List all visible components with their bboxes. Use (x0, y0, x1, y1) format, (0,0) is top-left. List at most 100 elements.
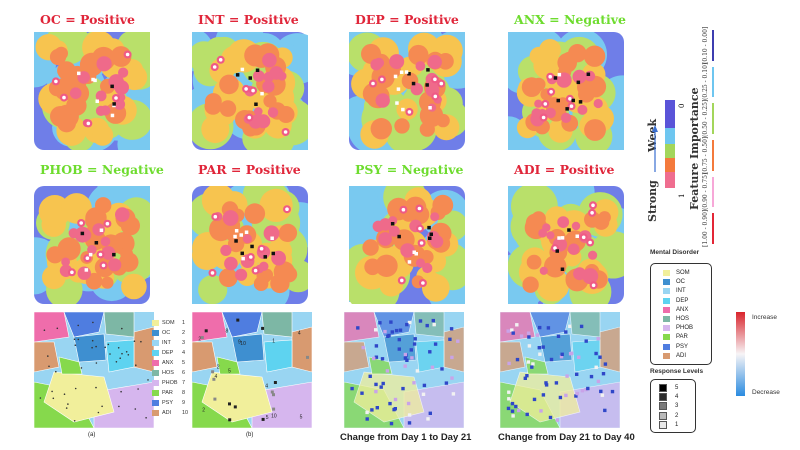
panel-a-legend-row: PHOB 7 (152, 378, 192, 388)
feature-importance-title: Feature Importance (688, 87, 701, 210)
caption-b: (b) (246, 432, 254, 438)
svg-text:5: 5 (300, 415, 303, 421)
fi-bin-label: (0.10 - 0.00] (702, 26, 709, 64)
legend-num: 9 (182, 400, 186, 406)
scale-tick-0: 0 (678, 103, 686, 108)
disorder-code: PHOB (676, 325, 694, 332)
disorder-swatch (663, 343, 670, 350)
response-swatch (659, 393, 667, 402)
svg-text:5: 5 (228, 369, 231, 375)
panel-a-legend-row: OC 2 (152, 328, 192, 338)
disorder-code: OC (676, 279, 685, 286)
fi-bin-label: [1.00 - 0.90] (702, 209, 709, 247)
disorder-swatch (663, 279, 670, 286)
region-map-4 (500, 312, 620, 428)
disorder-swatch (663, 297, 670, 304)
legend-code: OC (162, 330, 171, 336)
panel-title-psy: PSY = Negative (355, 162, 464, 177)
legend-num: 5 (182, 360, 186, 366)
disorder-code: DEP (676, 297, 689, 304)
svg-text:10: 10 (271, 414, 277, 420)
legend-swatch (152, 330, 159, 336)
svg-text:4: 4 (215, 374, 218, 380)
disorder-oc: OC (663, 279, 685, 286)
panel-a-legend-row: INT 3 (152, 338, 192, 348)
disorder-psy: PSY (663, 343, 689, 350)
disorder-dep: DEP (663, 297, 689, 304)
disorder-code: HOS (676, 316, 690, 322)
disorder-par: PAR (663, 334, 688, 341)
decrease-label: Decrease (752, 389, 780, 396)
mental-disorder-legend: SOM OC INT DEP ANX HOS PHOB PAR PSY ADI (650, 263, 712, 365)
legend-num: 2 (182, 330, 186, 336)
response-level-label: 2 (675, 412, 679, 419)
disorder-swatch (663, 288, 670, 295)
mental-disorder-title: Mental Disorder (650, 249, 700, 256)
disorder-code: PSY (676, 343, 689, 350)
arrow-icon (652, 125, 658, 172)
legend-code: SOM (162, 320, 175, 326)
fi-bin-label: (0.25 - 0.10] (702, 63, 709, 101)
fi-bin-bar (712, 103, 714, 134)
legend-code: PSY (162, 400, 174, 406)
svg-text:2: 2 (198, 336, 201, 342)
svg-text:4: 4 (298, 330, 301, 336)
strength-bar (665, 100, 675, 188)
svg-text:9: 9 (238, 339, 241, 345)
response-level-3: 3 (659, 402, 679, 411)
fi-bin-bar (712, 30, 714, 61)
disorder-code: ADI (676, 352, 687, 359)
legend-num: 7 (182, 380, 186, 386)
legend-code: ADI (162, 410, 172, 416)
disorder-code: INT (676, 288, 686, 295)
legend-num: 8 (182, 390, 186, 396)
response-level-1: 1 (659, 420, 679, 429)
caption-change-1-21: Change from Day 1 to Day 21 (340, 432, 472, 443)
fi-bin-bar (712, 213, 714, 244)
svg-text:8: 8 (226, 328, 229, 334)
panel-title-phob: PHOB = Negative (40, 162, 164, 177)
response-level-label: 1 (675, 421, 679, 428)
heatmap-adi (508, 186, 624, 304)
disorder-adi: ADI (663, 352, 687, 359)
disorder-swatch (663, 316, 670, 322)
response-swatch (659, 411, 667, 420)
svg-text:4: 4 (265, 383, 268, 389)
heatmap-oc (34, 32, 150, 150)
legend-code: DEP (162, 350, 174, 356)
fi-bin-label: (0.75 - 0.50] (702, 136, 709, 174)
response-swatch (659, 384, 667, 392)
legend-num: 3 (182, 340, 186, 346)
panel-a-legend-row: HOS 6 (152, 368, 192, 378)
svg-text:2: 2 (217, 364, 220, 370)
panel-title-oc: OC = Positive (40, 12, 135, 27)
disorder-swatch (663, 325, 670, 332)
legend-num: 1 (182, 320, 186, 326)
scale-tick-1: 1 (678, 193, 686, 198)
panel-a-legend-row: DEP 4 (152, 348, 192, 358)
response-level-label: 3 (675, 403, 679, 410)
legend-code: HOS (162, 370, 174, 376)
panel-title-int: INT = Positive (198, 12, 299, 27)
panel-title-dep: DEP = Positive (355, 12, 459, 27)
disorder-phob: PHOB (663, 325, 694, 332)
disorder-swatch (663, 270, 670, 276)
response-levels-title: Response Levels (650, 368, 704, 375)
disorder-som: SOM (663, 270, 690, 276)
response-swatch (659, 420, 667, 429)
legend-swatch (152, 400, 159, 406)
legend-num: 6 (182, 370, 186, 376)
legend-code: PHOB (162, 380, 178, 386)
legend-swatch (152, 320, 159, 326)
response-level-label: 4 (675, 394, 679, 401)
disorder-code: ANX (676, 306, 689, 313)
disorder-swatch (663, 306, 670, 313)
panel-title-par: PAR = Positive (198, 162, 301, 177)
disorder-swatch (663, 334, 670, 341)
region-map-3 (344, 312, 464, 428)
svg-text:1: 1 (272, 339, 275, 345)
response-level-5: 5 (659, 384, 678, 392)
legend-swatch (152, 340, 159, 346)
response-level-label: 5 (675, 385, 679, 391)
